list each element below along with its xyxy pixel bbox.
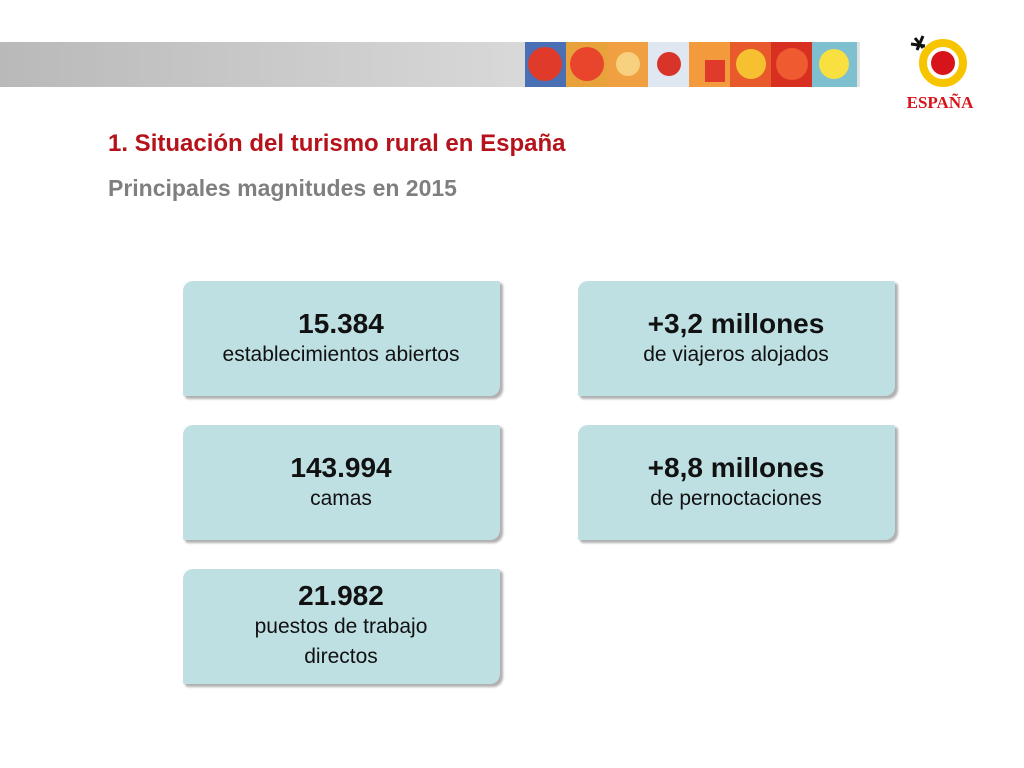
stat-card: 15.384 establecimientos abiertos bbox=[182, 280, 500, 396]
logo-mark: ESPAÑA bbox=[907, 35, 974, 112]
stat-card: 21.982 puestos de trabajo directos bbox=[182, 568, 500, 684]
subtitle: Principales magnitudes en 2015 bbox=[108, 175, 457, 201]
stat-value: 15.384 bbox=[298, 308, 384, 339]
stat-card: 143.994 camas bbox=[182, 424, 500, 540]
stat-label: de viajeros alojados bbox=[643, 343, 829, 366]
logo: ESPAÑA bbox=[895, 28, 985, 123]
title: 1. Situación del turismo rural en España bbox=[108, 130, 566, 157]
color-tiles bbox=[525, 42, 857, 87]
stat-label: camas bbox=[310, 487, 372, 510]
stat-card: +8,8 millones de pernoctaciones bbox=[577, 424, 895, 540]
logo-text: ESPAÑA bbox=[907, 93, 974, 112]
stat-card: +3,2 millones de viajeros alojados bbox=[577, 280, 895, 396]
stat-value: +3,2 millones bbox=[647, 308, 825, 339]
stat-value: 143.994 bbox=[290, 452, 392, 483]
stat-value: 21.982 bbox=[298, 580, 384, 611]
stat-label: de pernoctaciones bbox=[650, 487, 822, 510]
stat-label: establecimientos abiertos bbox=[222, 343, 460, 366]
stat-value: +8,8 millones bbox=[647, 452, 825, 483]
stat-label: puestos de trabajo directos bbox=[254, 615, 428, 668]
